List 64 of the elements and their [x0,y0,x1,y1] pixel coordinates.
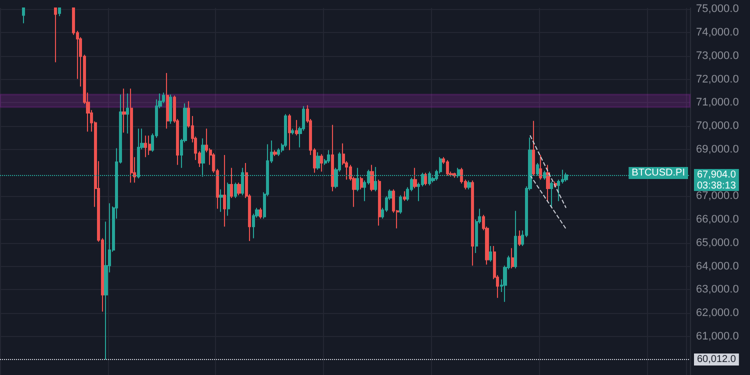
y-tick-label: 73,000.0 [696,50,739,62]
ref-line-label: 67,904.0 [697,170,736,181]
candlestick [169,94,172,124]
candlestick [453,172,456,178]
candlestick [550,180,553,208]
candlestick [331,124,334,192]
candlestick [219,188,223,212]
text: 03:38:13 [697,180,736,192]
candlestick [273,150,277,156]
candlestick [446,160,449,176]
candlestick [291,128,294,135]
candlestick [130,88,133,184]
candlestick [58,8,61,17]
candlestick [237,182,241,196]
y-tick-label: 62,000.0 [696,307,739,320]
candlestick [259,207,262,220]
candlestick [511,248,514,269]
y-tick-label: 70,000.0 [696,120,739,132]
candlestick [126,93,129,134]
candlestick [148,135,151,156]
candlestick [532,120,535,176]
candlestick [378,179,381,226]
candlestick [227,182,230,216]
y-tick-label: 74,000.0 [696,26,739,39]
y-tick-label: 61,000.0 [696,330,739,342]
candlestick [471,180,474,266]
candlestick [144,135,147,158]
candlestick [22,8,25,24]
candlestick [514,210,517,269]
candlestick [284,114,287,148]
y-tick-label: 64,000.0 [696,260,739,272]
candlestick [327,150,330,164]
candlestick [489,245,492,262]
candlestick [320,154,323,172]
candlestick [360,176,363,190]
y-tick-label: 75,000.0 [696,3,739,16]
ref-line-label: 60,012.0 [697,354,736,366]
annotation: BTCUSD.PI [632,168,686,179]
candlestick [539,154,542,180]
candlestick [413,167,417,189]
y-tick-label: 69,000.0 [696,143,739,156]
y-tick-label: 72,000.0 [696,73,739,86]
y-tick-label: 63,000.0 [696,284,739,296]
candlestick [54,8,57,63]
candlestick [295,119,298,136]
candlestick [518,230,521,246]
candlestick [403,190,406,202]
candlestick [316,152,320,170]
candlestick [467,180,471,190]
candlestick [288,114,291,151]
y-tick-label: 71,000.0 [696,96,739,109]
candlestick [166,72,169,130]
y-tick-label: 67,000.0 [696,190,739,202]
candlestick [223,154,226,228]
candlestick [546,164,550,202]
y-tick-label: 66,000.0 [696,214,739,226]
y-tick-label: 65,000.0 [696,236,739,249]
candlestick [399,194,402,214]
candlestick [234,182,237,199]
candlestick [230,167,233,199]
candlestick [424,172,427,186]
candlestick [370,164,374,192]
candlestick [122,88,126,134]
candlestick [277,148,280,156]
